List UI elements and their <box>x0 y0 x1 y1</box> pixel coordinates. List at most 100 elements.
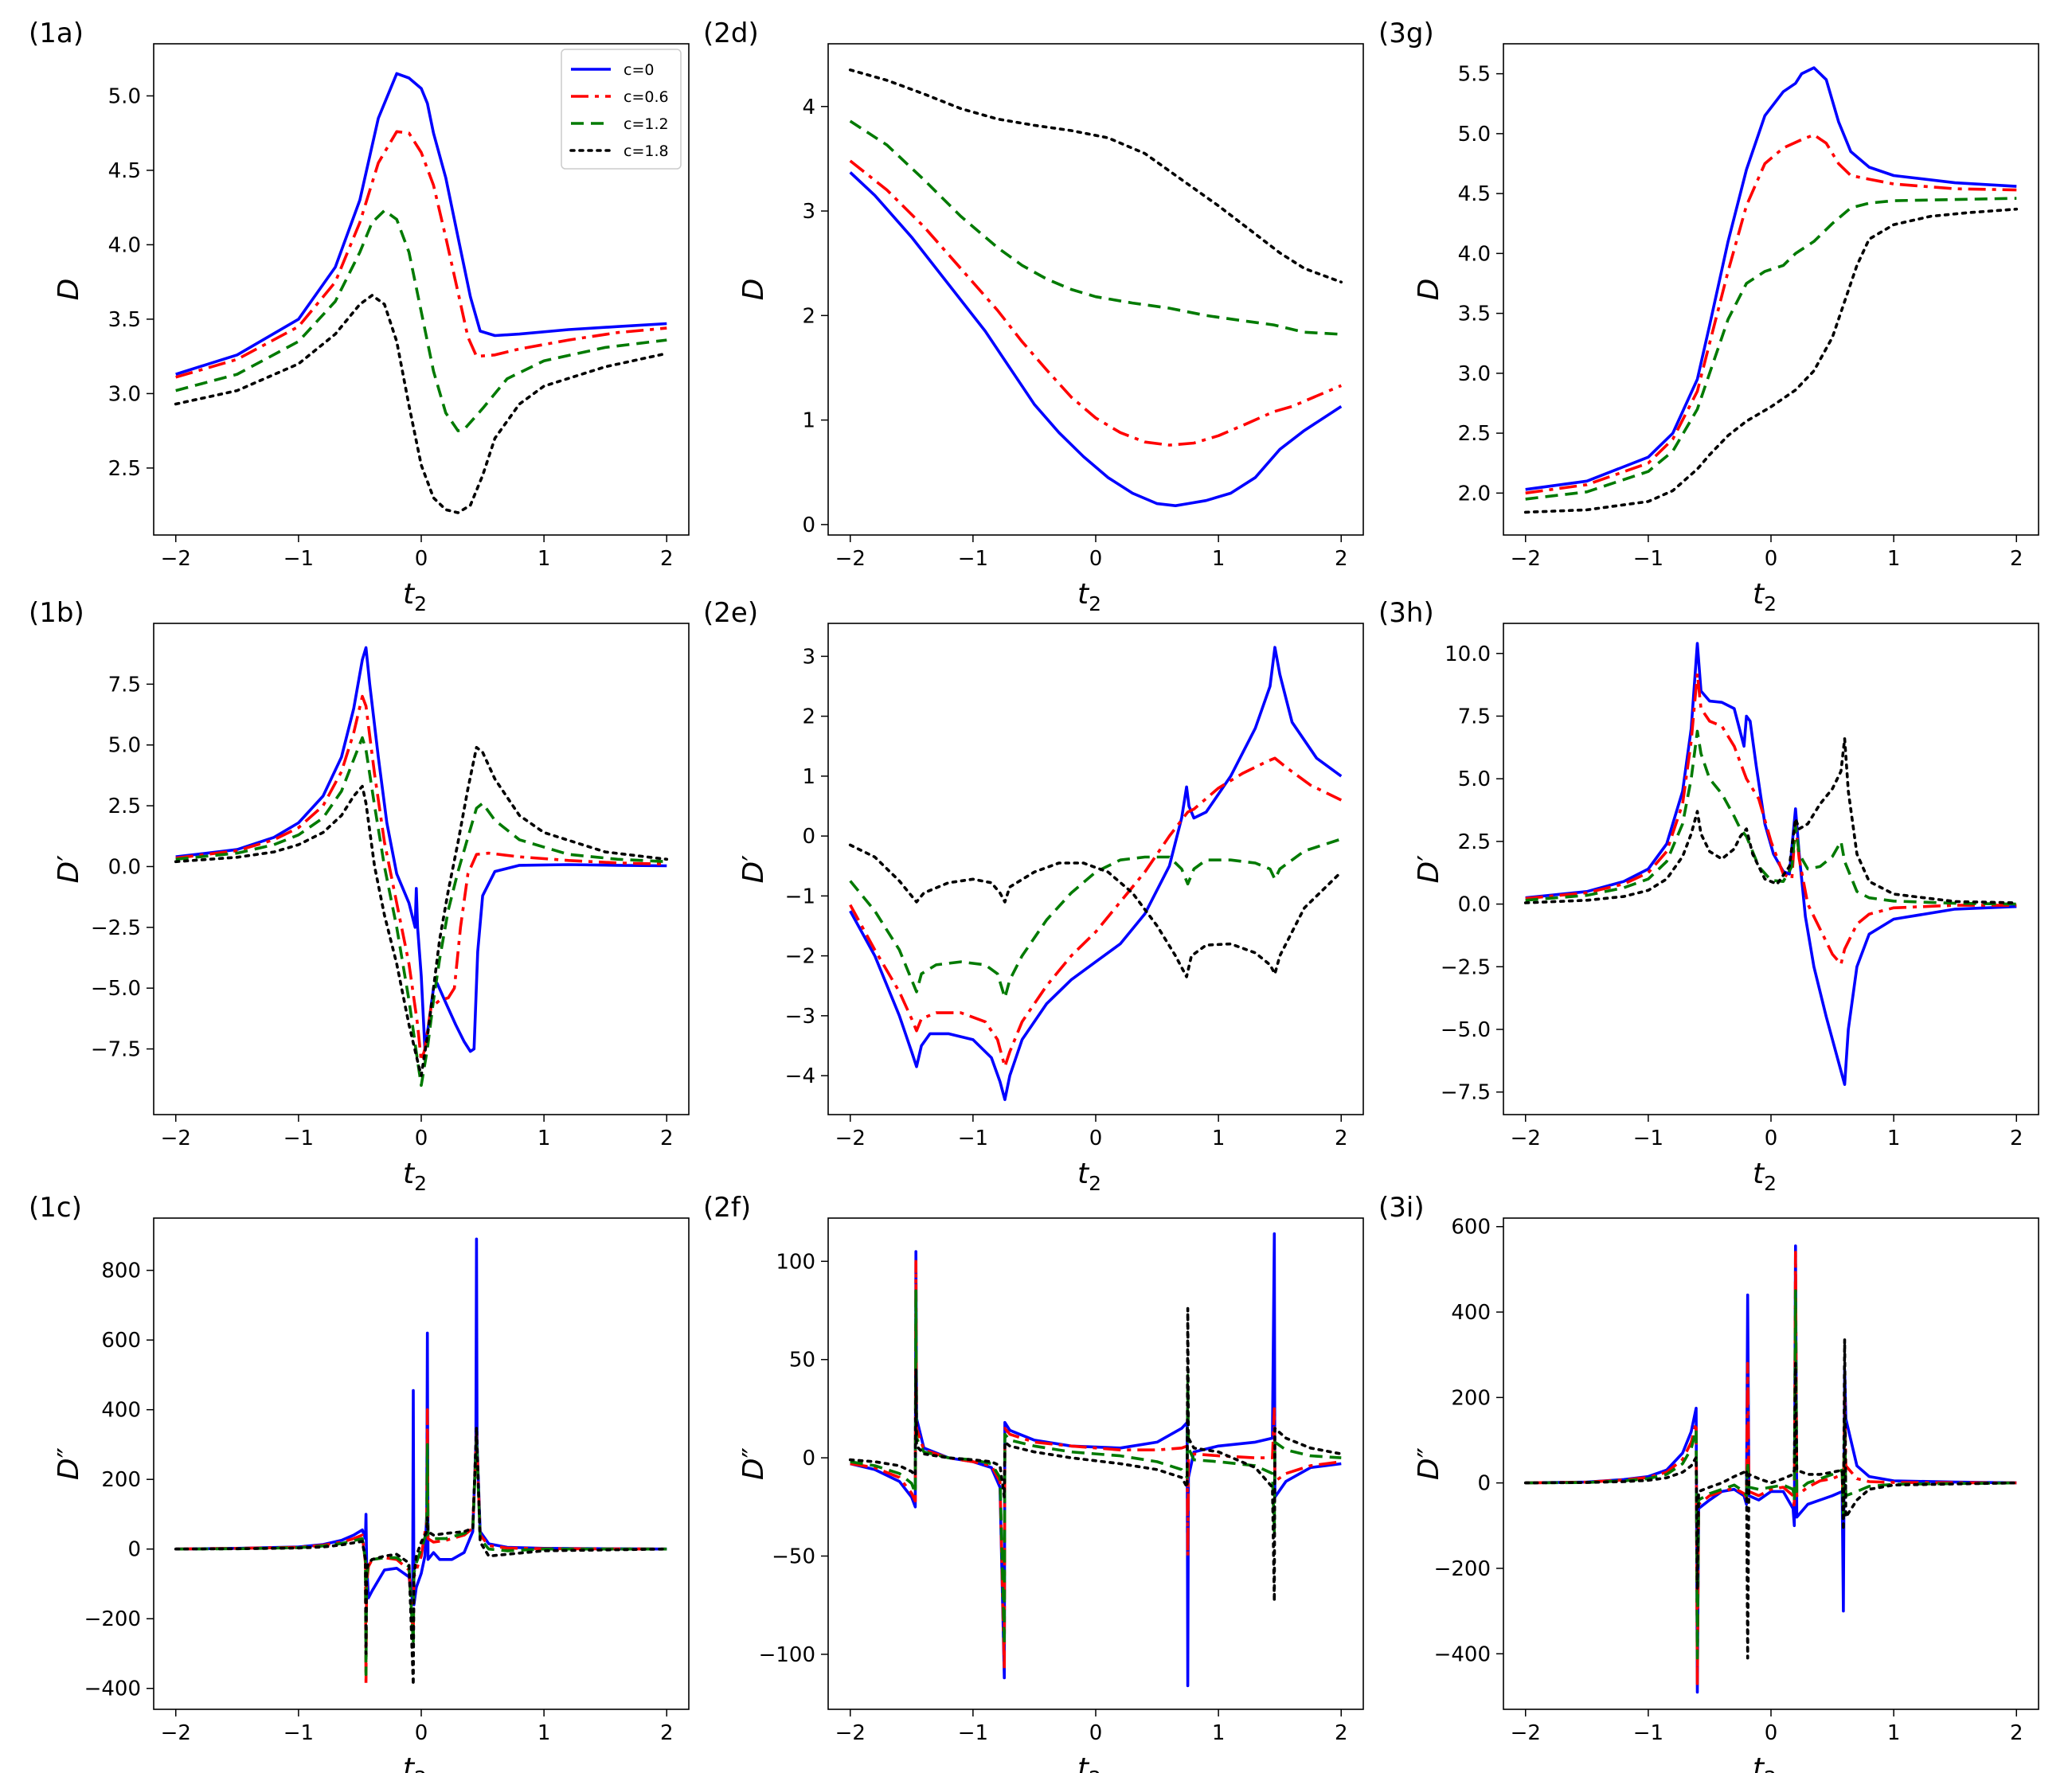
y-tick-label: 3 <box>802 645 815 669</box>
series-line-c-0 <box>1525 642 2017 1086</box>
y-tick-label: −200 <box>1434 1557 1491 1581</box>
legend-entry: c=1.2 <box>624 115 669 133</box>
x-tick-label: 0 <box>1089 547 1103 571</box>
panel-label: (3i) <box>1378 1192 1425 1224</box>
x-tick-label: −2 <box>1511 1127 1541 1150</box>
x-axis-label: t2 <box>1753 1752 1777 1773</box>
panel-label: (1c) <box>29 1192 82 1224</box>
x-tick-label: −2 <box>161 547 191 571</box>
y-tick-label: 200 <box>1451 1386 1491 1410</box>
y-tick-label: 2.5 <box>1458 422 1491 446</box>
y-tick-label: 5.0 <box>108 84 141 108</box>
y-tick-label: 3.5 <box>108 308 141 332</box>
series-line-c-0_6 <box>849 756 1343 1068</box>
y-tick-label: −3 <box>785 1005 815 1029</box>
panel-label: (3g) <box>1378 18 1434 49</box>
y-tick-label: −200 <box>84 1607 141 1631</box>
y-tick-label: 3 <box>802 200 815 224</box>
x-tick-label: −1 <box>1633 547 1663 571</box>
x-axis-label: t2 <box>403 1158 427 1195</box>
y-tick-label: −400 <box>84 1677 141 1701</box>
x-tick-label: −1 <box>283 1127 314 1150</box>
y-tick-label: 4 <box>802 96 815 119</box>
y-tick-label: 0 <box>802 514 815 537</box>
y-tick-label: 2.5 <box>108 795 141 818</box>
y-tick-label: −5.0 <box>91 977 141 1001</box>
y-axis-label: D <box>53 279 85 301</box>
y-tick-label: 0 <box>127 1538 141 1562</box>
series-line-c-0_6 <box>849 159 1343 447</box>
x-tick-label: −1 <box>1633 1127 1663 1150</box>
series-line-c-1_2 <box>1525 197 2017 501</box>
series-line-c-1_8 <box>1523 207 2019 514</box>
series-line-c-1_8 <box>848 1306 1343 1603</box>
y-tick-label: 0.0 <box>108 855 141 879</box>
series-line-c-1_8 <box>174 1425 669 1687</box>
y-tick-label: 0.0 <box>1458 893 1491 917</box>
x-tick-label: 2 <box>1335 1127 1348 1150</box>
y-tick-label: −5.0 <box>1441 1018 1491 1042</box>
y-tick-label: 3.0 <box>1458 362 1491 386</box>
plot-frame <box>827 43 1364 536</box>
x-axis-label: t2 <box>1077 1752 1101 1773</box>
x-tick-label: −2 <box>161 1127 191 1150</box>
x-tick-label: 2 <box>660 1127 674 1150</box>
series-line-c-0_6 <box>850 1259 1342 1672</box>
y-tick-label: 200 <box>101 1468 141 1492</box>
y-tick-label: −50 <box>772 1545 815 1568</box>
x-tick-label: −2 <box>835 547 866 571</box>
y-axis-label: D′ <box>737 855 770 884</box>
x-tick-label: 2 <box>1335 547 1348 571</box>
y-axis-label: D″ <box>737 1447 770 1480</box>
y-tick-label: 2.5 <box>1458 830 1491 854</box>
plot-frame <box>827 1217 1364 1710</box>
y-tick-label: 10.0 <box>1445 642 1491 666</box>
panel-label: (1a) <box>29 18 84 49</box>
y-tick-label: 1 <box>802 409 815 433</box>
y-tick-label: 0 <box>802 1447 815 1470</box>
y-axis-label: D′ <box>53 855 85 884</box>
plot-frame <box>1503 1217 2039 1710</box>
x-tick-label: 0 <box>415 547 428 571</box>
y-tick-label: 5.0 <box>1458 123 1491 146</box>
y-tick-label: 7.5 <box>108 673 141 697</box>
y-tick-label: 2.0 <box>1458 482 1491 506</box>
panel-label: (2e) <box>703 597 758 629</box>
series-line-c-0_6 <box>1525 133 2017 495</box>
series-line-c-0 <box>849 646 1343 1101</box>
y-tick-label: −1 <box>785 885 815 908</box>
series-line-c-0_6 <box>1525 672 2017 966</box>
legend-entry: c=0.6 <box>624 88 669 106</box>
panel-3i: −2 −1 0 1 2 −400 −200 0 200 400 600 (3i) t2 D″ <box>1378 1192 2039 1773</box>
y-tick-label: 4.0 <box>108 233 141 257</box>
y-tick-label: 2 <box>802 304 815 328</box>
y-axis-label: D <box>1413 279 1445 301</box>
x-axis-label: t2 <box>1753 1158 1777 1195</box>
series-line-c-1_8 <box>848 68 1343 284</box>
legend-box <box>561 49 682 170</box>
panel-2f: −2 −1 0 1 2 −100 −50 0 50 100 (2f) t2 D″ <box>703 1192 1364 1773</box>
x-tick-label: −1 <box>283 547 314 571</box>
series-line-c-1_8 <box>174 294 669 514</box>
plot-frame <box>153 1217 690 1710</box>
x-tick-label: 1 <box>538 1721 551 1745</box>
y-tick-label: −7.5 <box>1441 1081 1491 1105</box>
y-tick-label: −2.5 <box>1441 955 1491 979</box>
series-line-c-0 <box>175 72 667 376</box>
series-line-c-0_6 <box>175 694 667 1063</box>
x-tick-label: −1 <box>958 1127 988 1150</box>
x-tick-label: 2 <box>2010 547 2023 571</box>
x-tick-label: 0 <box>1765 1721 1778 1745</box>
y-tick-label: 4.5 <box>108 159 141 183</box>
y-axis-label: D <box>737 279 770 301</box>
series-line-c-1_2 <box>849 119 1342 336</box>
panel-1b: −2 −1 0 1 2 −7.5 −5.0 −2.5 0.0 2.5 5.0 7.5 (1b) t2 D′ <box>29 597 690 1195</box>
series-line-c-1_2 <box>175 1435 667 1676</box>
panel-2d: −2 −1 0 1 2 0 1 2 3 4 (2d) t2 D <box>703 18 1364 615</box>
x-axis-label: t2 <box>403 1752 427 1773</box>
panel-label: (2d) <box>703 18 759 49</box>
x-tick-label: 1 <box>1887 547 1901 571</box>
y-tick-label: 2.5 <box>108 457 141 481</box>
plot-frame <box>153 623 690 1115</box>
y-tick-label: −7.5 <box>91 1038 141 1062</box>
